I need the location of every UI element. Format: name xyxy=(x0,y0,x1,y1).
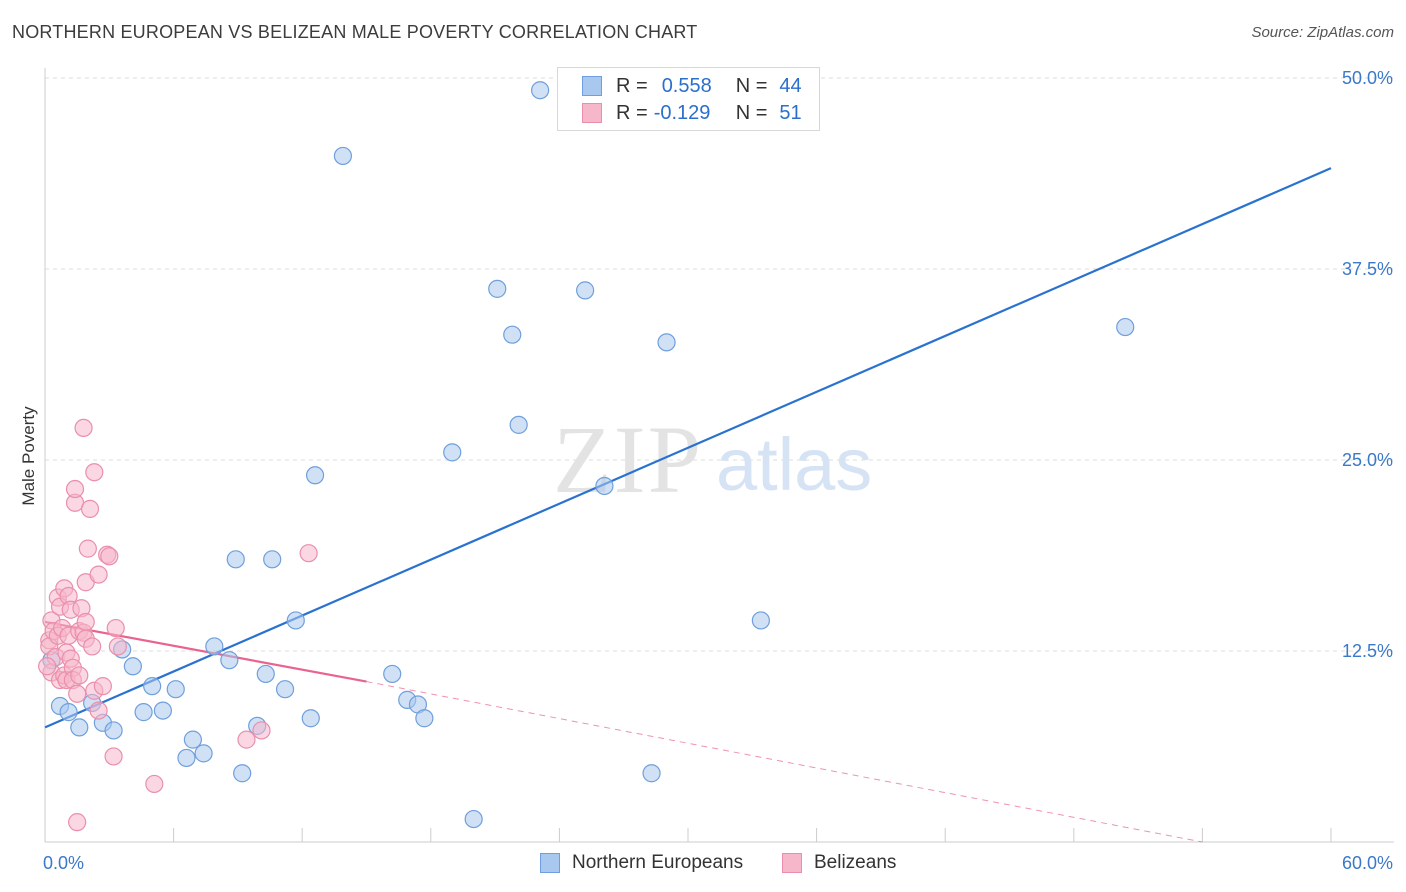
y-tick-label: 25.0% xyxy=(1342,450,1393,470)
belizean-point xyxy=(68,684,87,703)
source-credit: Source: ZipAtlas.com xyxy=(1251,24,1394,41)
northern-european-point xyxy=(166,680,185,699)
northern-european-point xyxy=(123,657,142,676)
northern-european-point xyxy=(642,764,661,783)
y-axis-title: Male Poverty xyxy=(19,406,38,506)
northern-european-point xyxy=(443,443,462,462)
northern-european-point xyxy=(59,703,78,722)
legend-swatch-blue xyxy=(540,853,560,873)
northern-european-point xyxy=(1116,317,1135,337)
northern-european-point xyxy=(205,637,224,656)
northern-european-point xyxy=(134,703,153,722)
data-points xyxy=(38,81,1135,832)
belizean-point xyxy=(83,637,102,656)
legend-row-northern-europeans: R = 0.558 N = 44 xyxy=(582,73,802,99)
legend-item-belizeans[interactable]: Belizeans xyxy=(782,852,896,874)
legend-r-value: -0.129 xyxy=(653,101,711,124)
northern-european-point xyxy=(305,466,325,485)
trend-lines xyxy=(44,167,1332,843)
northern-european-point xyxy=(383,664,402,684)
northern-european-point xyxy=(657,333,676,352)
northern-european-point xyxy=(576,281,595,300)
northern-european-point xyxy=(194,744,213,763)
northern-european-point xyxy=(153,701,172,720)
northern-european-point xyxy=(275,680,295,699)
correlation-legend: R = 0.558 N = 44 R = -0.129 N = 51 xyxy=(557,67,820,131)
belizean-point xyxy=(78,539,97,558)
northern-european-point xyxy=(263,550,282,569)
legend-item-northern-europeans[interactable]: Northern Europeans xyxy=(540,852,743,874)
watermark-atlas: atlas xyxy=(716,423,872,506)
northern-european-point xyxy=(488,279,507,298)
northern-european-point xyxy=(415,709,434,728)
northern-european-point xyxy=(464,809,483,829)
watermark: ZIP atlas xyxy=(553,406,872,513)
belizean-point xyxy=(145,774,164,794)
belizean-point xyxy=(100,547,119,566)
northern-european-point xyxy=(183,730,202,749)
legend-label: Belizeans xyxy=(814,852,897,873)
belizean-point xyxy=(106,618,125,638)
legend-n-value: 51 xyxy=(779,101,802,124)
legend-swatch-blue xyxy=(582,76,602,96)
belizean-point xyxy=(38,657,57,676)
x-tick-label: 60.0% xyxy=(1342,853,1393,873)
northern-european-point xyxy=(233,764,252,783)
northern-european-point xyxy=(256,664,275,684)
legend-swatch-pink xyxy=(782,853,802,873)
legend-r-label: R = xyxy=(616,74,648,97)
northern-european-point xyxy=(751,611,770,630)
northern-european-point xyxy=(333,146,353,166)
legend-n-label: N = xyxy=(735,101,768,124)
northern-european-point xyxy=(531,81,550,100)
legend-n-value: 44 xyxy=(779,74,802,97)
northern-european-point xyxy=(177,748,196,768)
northern-european-point xyxy=(509,415,528,434)
belizean-point xyxy=(252,721,271,740)
northern-europeans-trend-line xyxy=(44,167,1332,729)
x-tick-label: 0.0% xyxy=(43,853,84,873)
belizeans-trend-line xyxy=(44,620,367,683)
axis-layer xyxy=(44,68,1394,843)
chart-title: NORTHERN EUROPEAN VS BELIZEAN MALE POVER… xyxy=(12,22,698,42)
northern-european-point xyxy=(226,550,245,569)
northern-european-point xyxy=(220,651,239,670)
belizean-point xyxy=(237,730,256,749)
legend-row-belizeans: R = -0.129 N = 51 xyxy=(582,100,802,126)
legend-swatch-pink xyxy=(582,103,602,123)
northern-european-point xyxy=(143,677,162,696)
northern-european-point xyxy=(595,476,614,496)
legend-r-value: 0.558 xyxy=(661,74,712,97)
northern-european-point xyxy=(286,611,305,630)
grid-layer xyxy=(45,77,1394,652)
legend-n-label: N = xyxy=(735,74,768,97)
belizean-point xyxy=(104,747,123,766)
legend-label: Northern Europeans xyxy=(572,852,744,873)
belizeans-trend-extension xyxy=(366,681,1203,843)
belizean-point xyxy=(76,612,95,632)
belizean-point xyxy=(68,813,87,832)
belizean-point xyxy=(93,677,112,696)
series-legend: Northern Europeans Belizeans xyxy=(0,852,1406,876)
belizean-point xyxy=(74,418,93,438)
axis-labels: Male Poverty 12.5% 25.0% 37.5% 50.0% 0.0% 60.… xyxy=(19,68,1393,873)
y-tick-label: 50.0% xyxy=(1342,68,1393,88)
belizean-point xyxy=(89,565,108,584)
belizean-point xyxy=(89,701,108,720)
y-tick-label: 12.5% xyxy=(1342,641,1393,661)
northern-european-point xyxy=(503,325,522,344)
belizean-point xyxy=(299,544,318,563)
belizean-point xyxy=(65,479,85,499)
northern-european-point xyxy=(70,718,89,737)
northern-european-point xyxy=(301,709,320,728)
y-tick-label: 37.5% xyxy=(1342,259,1393,279)
belizean-point xyxy=(70,666,89,685)
belizean-point xyxy=(108,637,127,656)
legend-r-label: R = xyxy=(616,101,648,124)
belizean-point xyxy=(80,499,100,518)
northern-european-point xyxy=(104,721,123,740)
belizean-point xyxy=(85,463,104,482)
